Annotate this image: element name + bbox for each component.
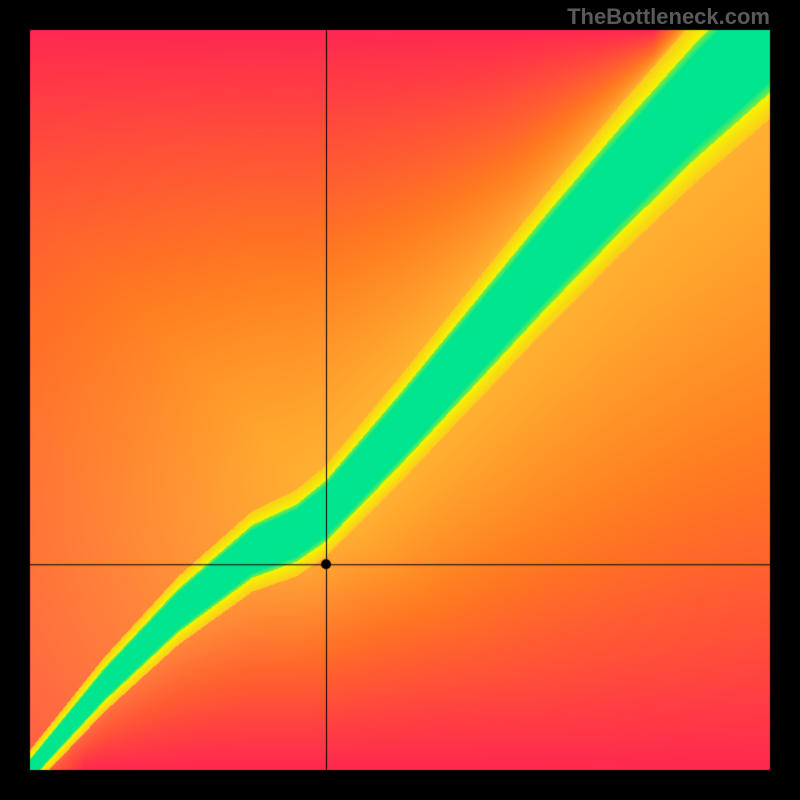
bottleneck-heatmap-canvas bbox=[0, 0, 800, 800]
watermark-text: TheBottleneck.com bbox=[567, 4, 770, 30]
chart-container: TheBottleneck.com bbox=[0, 0, 800, 800]
